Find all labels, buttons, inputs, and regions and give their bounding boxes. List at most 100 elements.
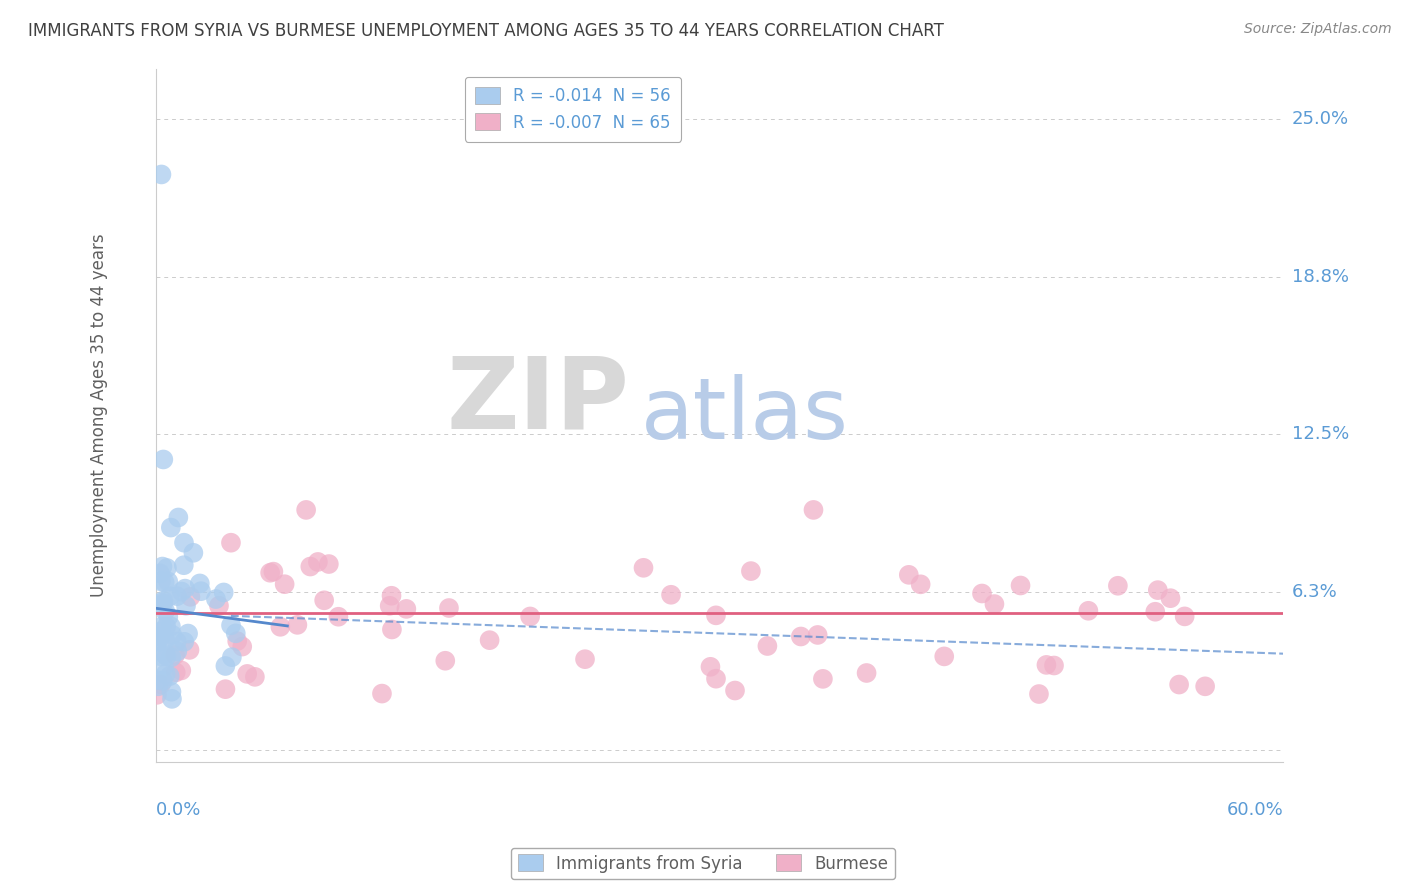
Point — [149, 649, 172, 664]
Point — [150, 595, 173, 609]
Point — [166, 644, 188, 658]
Point — [205, 592, 228, 607]
Point — [177, 626, 200, 640]
Point — [214, 659, 236, 673]
Point — [371, 687, 394, 701]
Point — [146, 688, 169, 702]
Legend: R = -0.014  N = 56, R = -0.007  N = 65: R = -0.014 N = 56, R = -0.007 N = 65 — [465, 77, 681, 142]
Point — [153, 575, 176, 590]
Point — [740, 564, 762, 578]
Point — [157, 574, 180, 589]
Point — [170, 664, 193, 678]
Point — [153, 647, 176, 661]
Text: Unemployment Among Ages 35 to 44 years: Unemployment Among Ages 35 to 44 years — [90, 234, 108, 597]
Point — [328, 609, 350, 624]
Point — [1028, 687, 1050, 701]
Point — [150, 619, 173, 633]
Point — [152, 559, 174, 574]
Point — [157, 610, 180, 624]
Point — [183, 546, 205, 560]
Point — [149, 566, 172, 581]
Point — [155, 632, 177, 647]
Text: Source: ZipAtlas.com: Source: ZipAtlas.com — [1244, 22, 1392, 37]
Point — [395, 602, 418, 616]
Point — [152, 673, 174, 688]
Legend: Immigrants from Syria, Burmese: Immigrants from Syria, Burmese — [512, 847, 894, 880]
Point — [208, 599, 231, 613]
Text: 18.8%: 18.8% — [1292, 268, 1348, 285]
Point — [212, 585, 235, 599]
Point — [219, 535, 242, 549]
Point — [149, 677, 172, 691]
Point — [214, 682, 236, 697]
Point — [269, 620, 291, 634]
Point — [152, 659, 174, 673]
Point — [934, 649, 956, 664]
Point — [149, 624, 172, 639]
Point — [1043, 658, 1066, 673]
Point — [174, 599, 197, 613]
Point — [262, 565, 284, 579]
Point — [1010, 578, 1032, 592]
Point — [166, 589, 188, 603]
Point — [159, 589, 181, 603]
Point — [1159, 591, 1181, 606]
Point — [173, 634, 195, 648]
Point — [1035, 657, 1057, 672]
Point — [478, 633, 501, 648]
Point — [519, 609, 541, 624]
Point — [724, 683, 747, 698]
Point — [910, 577, 932, 591]
Point — [574, 652, 596, 666]
Point — [633, 561, 655, 575]
Point — [146, 634, 169, 648]
Point — [243, 670, 266, 684]
Point — [226, 634, 249, 648]
Point — [152, 452, 174, 467]
Point — [1194, 679, 1216, 693]
Point — [1107, 579, 1129, 593]
Point — [149, 574, 172, 589]
Point — [160, 684, 183, 698]
Point — [1146, 583, 1168, 598]
Point — [160, 650, 183, 665]
Point — [155, 649, 177, 664]
Point — [159, 669, 181, 683]
Point — [803, 503, 825, 517]
Text: 6.3%: 6.3% — [1292, 582, 1337, 601]
Point — [704, 672, 727, 686]
Point — [437, 601, 460, 615]
Point — [756, 639, 779, 653]
Point — [225, 626, 247, 640]
Text: 0.0%: 0.0% — [156, 801, 201, 819]
Point — [236, 667, 259, 681]
Point — [699, 660, 721, 674]
Point — [295, 503, 318, 517]
Point — [150, 168, 173, 182]
Point — [287, 618, 309, 632]
Text: 25.0%: 25.0% — [1292, 110, 1348, 128]
Point — [855, 665, 877, 680]
Point — [188, 576, 211, 591]
Point — [173, 558, 195, 573]
Point — [179, 590, 201, 604]
Point — [160, 628, 183, 642]
Point — [273, 577, 295, 591]
Point — [434, 654, 457, 668]
Point — [146, 673, 169, 687]
Point — [318, 557, 340, 571]
Point — [659, 588, 682, 602]
Point — [811, 672, 834, 686]
Point — [165, 648, 187, 662]
Point — [165, 665, 187, 680]
Point — [1174, 609, 1197, 624]
Point — [1168, 677, 1191, 691]
Point — [381, 623, 404, 637]
Point — [156, 561, 179, 575]
Point — [190, 584, 212, 599]
Point — [219, 618, 242, 632]
Point — [983, 597, 1005, 611]
Text: 60.0%: 60.0% — [1226, 801, 1284, 819]
Point — [153, 604, 176, 618]
Point — [149, 630, 172, 644]
